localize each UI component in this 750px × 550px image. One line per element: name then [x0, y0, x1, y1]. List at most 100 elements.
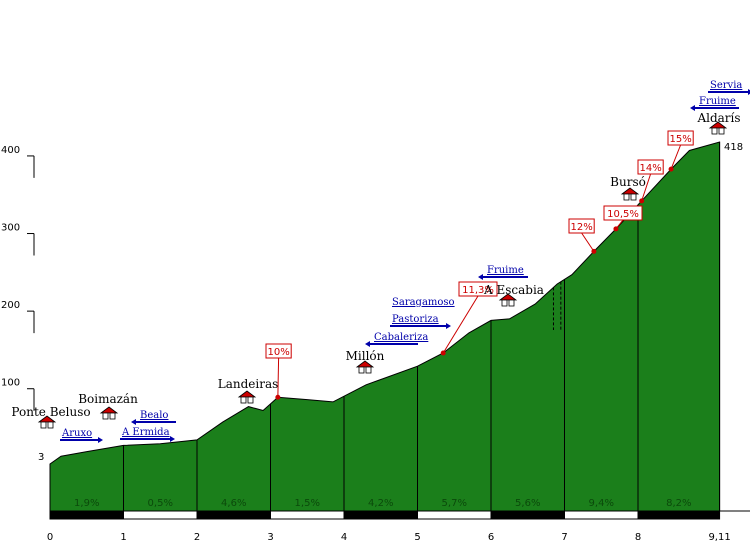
grade-callout-label: 12%	[570, 222, 592, 233]
grade-callout-label: 11,3%	[462, 285, 494, 296]
segment-grade-label: 4,6%	[221, 498, 246, 509]
grade-callout-label: 10,5%	[607, 209, 639, 220]
peak-grade-callouts: 10% 11,3% 12% 10,5% 14% 15%	[265, 130, 694, 400]
place-name: Aldarís	[696, 111, 740, 125]
house-icon	[237, 390, 257, 404]
x-tick-label: 9,11	[708, 532, 730, 543]
house-icon	[620, 187, 640, 201]
road-indicators: Aruxo Bealo A Ermida Cabaleriza Saragamoso Pa…	[60, 80, 750, 443]
road-arrow-head	[446, 323, 451, 329]
segment-grade-label: 0,5%	[148, 498, 173, 509]
place-name: A Escabia	[483, 283, 544, 297]
scale-bar-segment	[123, 510, 198, 520]
y-tick-label: 100	[1, 378, 20, 389]
grade-callout-line	[641, 173, 652, 202]
grade-callout-box	[667, 130, 694, 146]
road-label: Servia	[710, 80, 742, 91]
road-label: Aruxo	[61, 428, 92, 439]
x-tick-label: 4	[341, 532, 347, 543]
grade-callout-line	[442, 295, 479, 354]
house-wall-left	[623, 193, 630, 201]
grade-callout-line	[581, 232, 595, 252]
profile-area	[49, 141, 721, 512]
road-arrow-head	[365, 341, 370, 347]
x-tick-label: 8	[635, 532, 641, 543]
segment-grade-label: 4,2%	[368, 498, 393, 509]
house-wall-right	[508, 299, 515, 307]
scale-bar-segment	[564, 510, 639, 520]
road-arrow-head	[170, 436, 175, 442]
grade-callout-dot	[668, 166, 674, 172]
segment-grades-group: 1,9% 0,5% 4,6% 1,5% 4,2% 5,7% 5,6% 9,4% 8,2%	[74, 498, 691, 509]
scale-bar-segment	[49, 510, 124, 520]
segment-grade-label: 1,5%	[295, 498, 320, 509]
grade-callout-box	[603, 205, 643, 221]
scale-bar-segment	[196, 510, 271, 520]
place-name: Landeiras	[218, 377, 279, 391]
x-tick-label: 2	[194, 532, 200, 543]
x-tick-label: 0	[47, 532, 53, 543]
house-icon	[99, 406, 119, 420]
x-axis-ticks: 0 1 2 3 4 5 6 7 8 9,11	[47, 532, 731, 543]
house-icon	[355, 360, 375, 374]
y-tick-label: 400	[1, 145, 20, 156]
grade-callout-label: 14%	[639, 163, 661, 174]
place-name: Ponte Beluso	[11, 405, 90, 419]
x-tick-label: 7	[561, 532, 567, 543]
house-roof	[237, 390, 257, 398]
house-wall-right	[630, 193, 637, 201]
y-axis-ticks: 400 300 200 100	[1, 145, 35, 411]
road-label: Cabaleriza	[374, 332, 428, 343]
place-name: Bursó	[610, 175, 646, 189]
house-wall-left	[711, 127, 718, 135]
scale-bar-segment	[417, 510, 492, 520]
grade-callout-dot	[440, 350, 446, 356]
y-tick-label: 200	[1, 300, 20, 311]
x-tick-label: 6	[488, 532, 494, 543]
scale-bar-segment	[270, 510, 345, 520]
road-label: Saragamoso	[392, 297, 455, 308]
x-tick-label: 3	[267, 532, 273, 543]
endpoint-altitudes: 3 418	[38, 142, 743, 463]
place-name: Boimazán	[78, 392, 138, 406]
road-label: Pastoriza	[392, 314, 439, 325]
house-icon	[708, 121, 728, 135]
profile-area-group	[49, 141, 721, 512]
segment-grade-label: 8,2%	[666, 498, 691, 509]
scale-bar-segment	[637, 510, 721, 520]
road-label: A Ermida	[121, 427, 170, 438]
grade-callout-box	[568, 218, 595, 234]
grade-callout-line	[670, 144, 682, 170]
grade-callout-dot	[275, 394, 281, 400]
x-tick-label: 5	[414, 532, 420, 543]
grade-callout-label: 10%	[267, 347, 289, 358]
road-label: Bealo	[140, 410, 168, 421]
house-wall-right	[365, 366, 372, 374]
place-name: Millón	[346, 349, 385, 363]
grade-callout-dot	[591, 248, 597, 254]
house-icon	[498, 293, 518, 307]
house-roof	[620, 187, 640, 195]
house-wall-left	[240, 396, 247, 404]
house-wall-right	[247, 396, 254, 404]
end-altitude-label: 418	[724, 142, 743, 153]
segment-grade-label: 9,4%	[589, 498, 614, 509]
road-arrow-head	[690, 105, 695, 111]
segment-grade-label: 5,6%	[515, 498, 540, 509]
x-tick-label: 1	[120, 532, 126, 543]
house-roof	[708, 121, 728, 129]
house-roof	[355, 360, 375, 368]
grade-callout-label: 15%	[669, 134, 691, 145]
road-label: Fruime	[487, 265, 524, 276]
distance-scale-bar	[49, 510, 750, 520]
house-wall-left	[358, 366, 365, 374]
house-icon	[37, 415, 57, 429]
segment-grade-label: 5,7%	[442, 498, 467, 509]
house-roof	[37, 415, 57, 423]
y-tick-label: 300	[1, 223, 20, 234]
scale-bar-segment	[490, 510, 565, 520]
house-wall-left	[40, 421, 47, 429]
house-wall-left	[501, 299, 508, 307]
